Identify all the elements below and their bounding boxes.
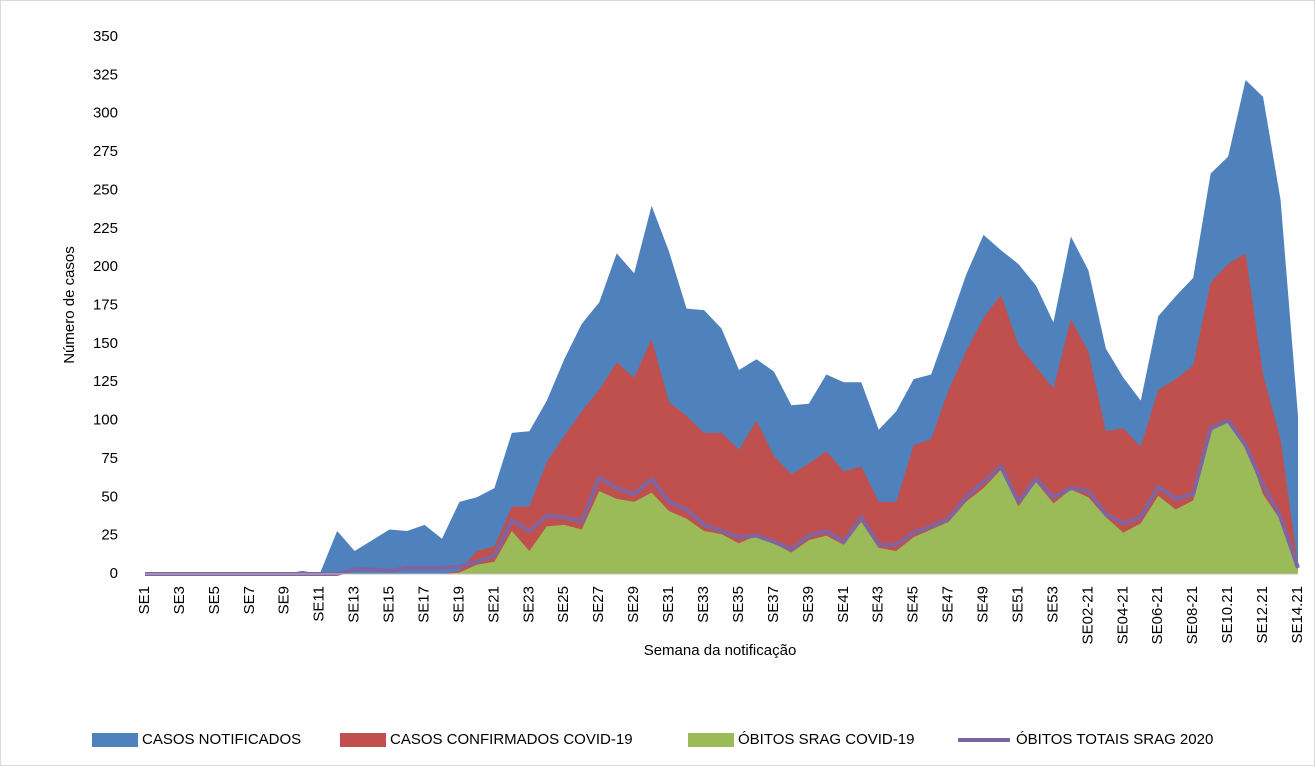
legend-label: CASOS NOTIFICADOS <box>142 731 301 748</box>
x-tick-label: SE41 <box>835 586 852 623</box>
y-tick-label: 75 <box>101 450 118 467</box>
x-tick-label: SE33 <box>695 586 712 623</box>
x-tick-label: SE21 <box>485 586 502 623</box>
x-tick-label: SE35 <box>730 586 747 623</box>
y-tick-label: 100 <box>93 412 118 429</box>
x-tick-label: SE49 <box>975 586 992 623</box>
x-axis-title: Semana da notificação <box>644 642 797 659</box>
x-tick-label: SE25 <box>555 586 572 623</box>
y-tick-label: 300 <box>93 105 118 122</box>
x-tick-label: SE17 <box>415 586 432 623</box>
legend-swatch <box>340 733 386 747</box>
y-tick-label: 50 <box>101 488 118 505</box>
x-tick-label: SE08-21 <box>1184 586 1201 644</box>
y-tick-label: 175 <box>93 296 118 313</box>
x-tick-label: SE29 <box>625 586 642 623</box>
x-tick-label: SE19 <box>450 586 467 623</box>
y-tick-label: 225 <box>93 220 118 237</box>
y-tick-label: 125 <box>93 373 118 390</box>
x-tick-label: SE5 <box>206 586 223 614</box>
legend-label: ÓBITOS TOTAIS SRAG 2020 <box>1016 731 1213 748</box>
x-tick-label: SE15 <box>381 586 398 623</box>
y-tick-label: 325 <box>93 66 118 83</box>
y-tick-label: 200 <box>93 258 118 275</box>
x-tick-label: SE06-21 <box>1149 586 1166 644</box>
area <box>145 420 1298 574</box>
y-axis-title: Número de casos <box>61 246 78 364</box>
x-tick-label: SE51 <box>1009 586 1026 623</box>
x-tick-label: SE11 <box>311 586 328 622</box>
x-tick-label: SE9 <box>276 586 293 614</box>
x-tick-label: SE02-21 <box>1079 586 1096 644</box>
y-tick-label: 250 <box>93 181 118 198</box>
x-tick-label: SE13 <box>346 586 363 623</box>
x-tick-label: SE3 <box>171 586 188 614</box>
x-tick-label: SE14.21 <box>1289 586 1306 644</box>
x-tick-label: SE1 <box>136 586 153 614</box>
x-tick-label: SE10.21 <box>1219 586 1236 644</box>
x-tick-label: SE12.21 <box>1254 586 1271 644</box>
legend-swatch <box>92 733 138 747</box>
x-tick-label: SE43 <box>870 586 887 623</box>
y-tick-label: 0 <box>110 565 118 582</box>
x-tick-label: SE04-21 <box>1114 586 1131 644</box>
y-tick-label: 275 <box>93 143 118 160</box>
y-tick-label: 350 <box>93 28 118 45</box>
legend-label: ÓBITOS SRAG COVID-19 <box>738 731 914 748</box>
x-tick-label: SE39 <box>800 586 817 623</box>
x-tick-label: SE23 <box>520 586 537 623</box>
y-tick-label: 25 <box>101 527 118 544</box>
x-tick-label: SE53 <box>1044 586 1061 623</box>
legend-swatch <box>688 733 734 747</box>
x-tick-label: SE7 <box>241 586 258 614</box>
y-tick-label: 150 <box>93 335 118 352</box>
x-tick-label: SE47 <box>940 586 957 623</box>
x-tick-label: SE27 <box>590 586 607 623</box>
legend-label: CASOS CONFIRMADOS COVID-19 <box>390 731 633 748</box>
x-tick-label: SE37 <box>765 586 782 623</box>
x-tick-label: SE45 <box>905 586 922 623</box>
x-tick-label: SE31 <box>660 586 677 623</box>
